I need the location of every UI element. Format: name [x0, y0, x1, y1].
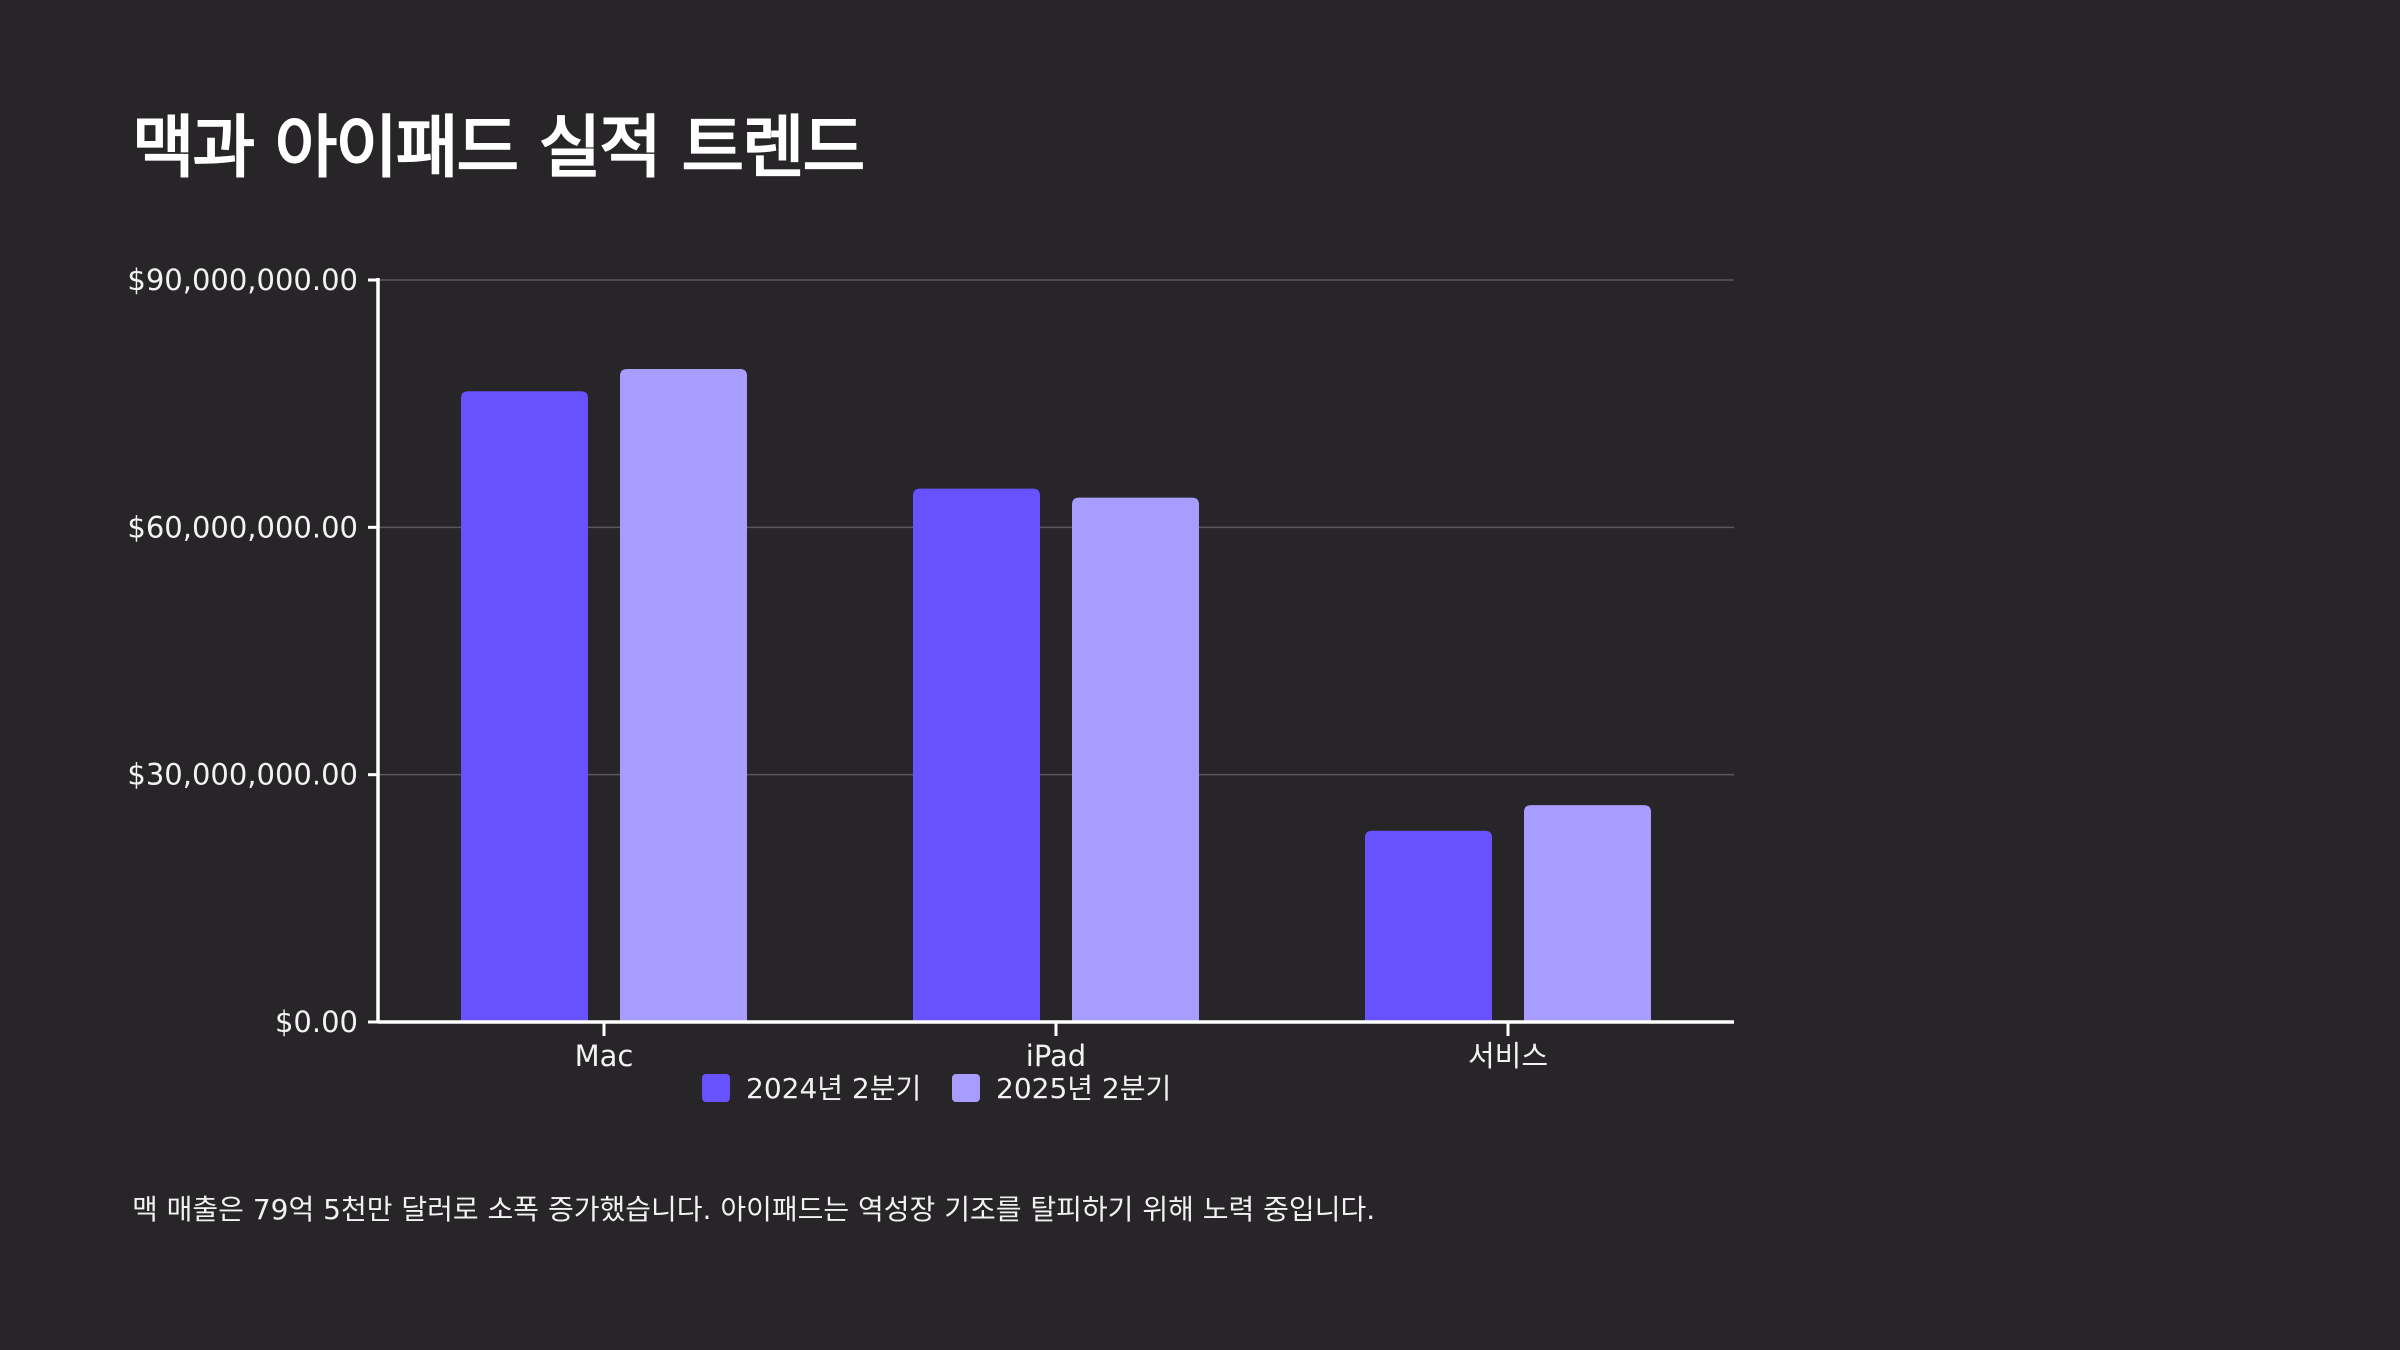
bar-2024-1 [913, 488, 1040, 1022]
legend-swatch [952, 1074, 980, 1102]
bar-2024-0 [461, 391, 588, 1022]
x-tick-label: iPad [1026, 1039, 1086, 1073]
legend-label: 2025년 2분기 [996, 1072, 1171, 1105]
x-tick-label: 서비스 [1468, 1039, 1548, 1073]
y-tick-label: $30,000,000.00 [127, 758, 358, 792]
y-tick-label: $0.00 [275, 1005, 358, 1039]
bar-2025-2 [1524, 805, 1651, 1022]
x-tick-label: Mac [575, 1039, 634, 1073]
legend: 2024년 2분기 2025년 2분기 [702, 1072, 1171, 1105]
y-tick-label: $90,000,000.00 [127, 263, 358, 297]
y-tick-label: $60,000,000.00 [127, 510, 358, 544]
bars [461, 369, 1651, 1022]
legend-label: 2024년 2분기 [746, 1072, 921, 1105]
chart-caption: 맥 매출은 79억 5천만 달러로 소폭 증가했습니다. 아이패드는 역성장 기… [132, 1193, 1376, 1226]
bar-2025-0 [620, 369, 747, 1022]
legend-swatch [702, 1074, 730, 1102]
bar-2025-1 [1072, 497, 1199, 1022]
bar-2024-2 [1365, 830, 1492, 1022]
grid-lines [378, 279, 1734, 776]
axes: $0.00 $30,000,000.00 $60,000,000.00 $90,000… [127, 263, 1734, 1073]
chart-title: 맥과 아이패드 실적 트렌드 [132, 109, 865, 188]
